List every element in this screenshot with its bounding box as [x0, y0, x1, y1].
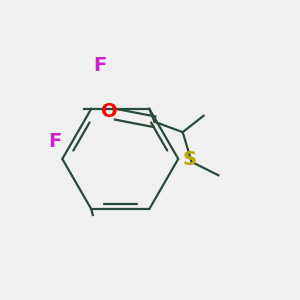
- Text: S: S: [183, 150, 197, 169]
- Text: F: F: [48, 132, 62, 151]
- Text: F: F: [93, 56, 106, 75]
- Text: O: O: [101, 102, 118, 121]
